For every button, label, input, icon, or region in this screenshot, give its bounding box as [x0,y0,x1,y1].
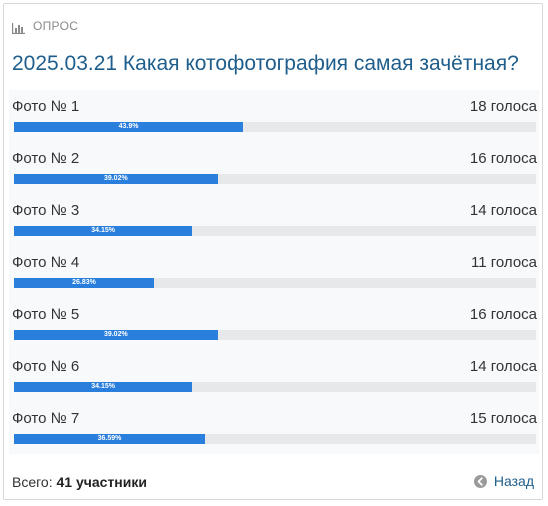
option-bar-fill: 39.02% [14,174,218,184]
option-bar-track: 39.02% [14,174,536,184]
poll-card: ОПРОС 2025.03.21 Какая котофотография са… [3,3,543,500]
option-votes: 15 голоса [469,410,537,427]
option-bar-percent: 39.02% [103,331,128,338]
option-label: Фото № 1 [12,98,80,115]
poll-option: Фото № 1 18 голоса 43.9% [9,90,539,142]
option-bar-track: 39.02% [14,330,536,340]
option-bar-track: 34.15% [14,382,536,392]
option-votes: 16 голоса [469,306,537,323]
option-label: Фото № 4 [12,254,80,271]
option-votes: 16 голоса [469,150,537,167]
option-label: Фото № 5 [12,306,80,323]
option-bar-track: 36.59% [14,434,536,444]
option-bar-percent: 26.83% [72,279,96,286]
option-bar-percent: 39.02% [103,175,128,182]
option-bar-percent: 34.15% [91,227,115,234]
arrow-left-circle-icon [473,474,487,488]
option-label: Фото № 2 [12,150,80,167]
option-votes: 14 голоса [469,202,537,219]
option-bar-percent: 34.15% [91,383,115,390]
option-bar-fill: 43.9% [14,122,244,132]
option-bar-fill: 36.59% [14,434,205,444]
poll-option: Фото № 6 14 голоса 34.15% [9,350,539,402]
poll-header-label: ОПРОС [33,19,79,33]
option-bar-fill: 34.15% [14,382,193,392]
poll-title: 2025.03.21 Какая котофотография самая за… [12,52,519,75]
option-votes: 11 голоса [471,254,537,271]
poll-header: ОПРОС [12,18,78,34]
option-bar-fill: 39.02% [14,330,218,340]
poll-option: Фото № 2 16 голоса 39.02% [9,142,539,194]
option-bar-track: 43.9% [14,122,536,132]
option-votes: 18 голоса [469,98,537,115]
total-participants: Всего: 41 участники [12,474,147,490]
option-bar-fill: 34.15% [14,226,193,236]
poll-option: Фото № 4 11 голоса 26.83% [9,246,539,298]
poll-footer: Всего: 41 участники Назад [12,472,534,492]
poll-options: Фото № 1 18 голоса 43.9% Фото № 2 16 гол… [9,90,539,454]
back-label: Назад [493,473,534,489]
option-bar-track: 26.83% [14,278,536,288]
option-bar-fill: 26.83% [14,278,155,288]
option-bar-percent: 43.9% [118,123,139,130]
option-bar-track: 34.15% [14,226,536,236]
option-votes: 14 голоса [469,358,537,375]
poll-option: Фото № 3 14 голоса 34.15% [9,194,539,246]
option-label: Фото № 6 [12,358,80,375]
total-value: 41 участники [56,474,147,490]
option-label: Фото № 3 [12,202,80,219]
option-label: Фото № 7 [12,410,80,427]
poll-option: Фото № 5 16 голоса 39.02% [9,298,539,350]
total-prefix: Всего: [12,474,53,490]
bar-chart-icon [12,21,25,34]
option-bar-percent: 36.59% [97,435,122,442]
poll-option: Фото № 7 15 голоса 36.59% [9,402,539,454]
back-link[interactable]: Назад [473,473,534,489]
